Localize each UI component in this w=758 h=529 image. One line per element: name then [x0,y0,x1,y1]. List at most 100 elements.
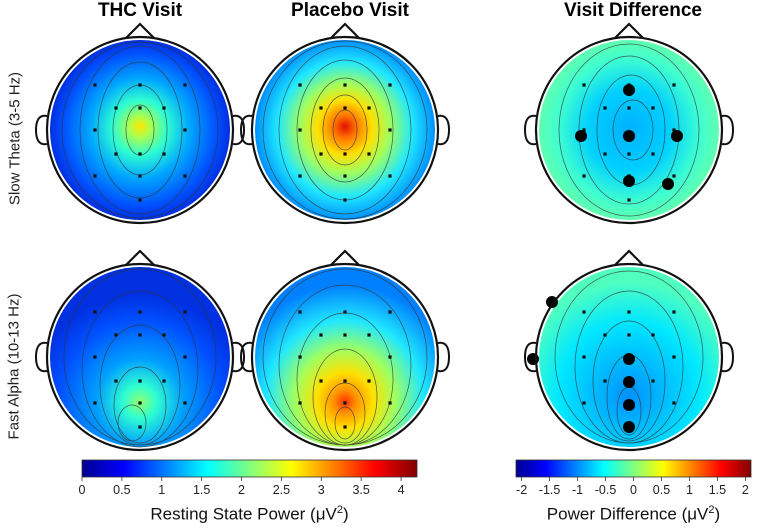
electrode-marker [93,310,97,314]
electrode-marker [388,174,392,178]
electrode-marker [183,128,187,132]
colorbar-tick-label: 3.5 [352,483,369,497]
colorbar-tick-label: 2 [742,483,749,497]
electrode-marker [367,106,371,110]
electrode-marker [582,174,586,178]
electrode-marker [672,174,676,178]
electrode-marker [298,83,302,87]
colorbar-tick-label: 0.5 [113,483,130,497]
electrode-marker [93,401,97,405]
electrode-marker [93,128,97,132]
electrode-marker [138,198,142,202]
electrode-marker [367,379,371,383]
electrode-marker [672,310,676,314]
electrode-marker [138,333,142,337]
electrode-marker [183,310,187,314]
electrode-marker [582,355,586,359]
electrode-marker [162,379,166,383]
topomap-theta-difference [523,22,735,225]
column-title-thc: THC Visit [97,0,183,21]
topomap-alpha-thc [34,249,246,452]
electrode-marker [388,355,392,359]
electrode-marker [367,152,371,156]
electrode-marker [298,310,302,314]
colorbar-power-label: Resting State Power (μV2) [150,504,349,524]
electrode-marker [162,333,166,337]
colorbar-tick-label: 1 [686,483,693,497]
electrode-marker [672,83,676,87]
electrode-marker [114,152,118,156]
electrode-marker [298,174,302,178]
electrode-marker [298,401,302,405]
colorbar-tick-label: 2.5 [273,483,290,497]
electrode-marker [319,106,323,110]
topomap-theta-thc [34,22,246,225]
significant-electrodes-theta [575,84,683,190]
electrode-marker [388,128,392,132]
electrode-marker [138,379,142,383]
electrode-marker [343,174,347,178]
topomap-alpha-difference [523,249,735,452]
topomap-alpha-placebo [239,249,451,452]
electrode-marker [651,152,655,156]
electrode-marker [603,333,607,337]
electrode-marker [93,355,97,359]
electrode-marker [183,174,187,178]
electrode-marker [138,106,142,110]
electrode-marker [343,106,347,110]
electrode-marker [138,310,142,314]
electrode-marker [627,152,631,156]
electrode-marker [319,379,323,383]
electrode-marker [319,152,323,156]
electrode-marker [93,83,97,87]
electrode-marker [93,174,97,178]
colorbar-tick-label: 0 [630,483,637,497]
column-title-placebo: Placebo Visit [291,0,409,21]
electrode-marker [627,310,631,314]
electrode-marker [162,106,166,110]
electrode-marker [343,425,347,429]
colorbar-tick-label: -1 [572,483,583,497]
electrode-marker [582,128,586,132]
electrode-marker [388,310,392,314]
electrode-marker [319,333,323,337]
electrode-marker [603,106,607,110]
electrode-marker [627,106,631,110]
column-title-difference: Visit Difference [564,0,702,21]
electrode-marker [672,128,676,132]
electrode-marker [603,379,607,383]
electrode-marker [582,83,586,87]
colorbar-tick-label: 0.5 [653,483,670,497]
electrode-marker [388,401,392,405]
electrode-marker [343,152,347,156]
electrode-marker [343,401,347,405]
colorbar-tick-label: 3 [318,483,325,497]
electrode-marker [367,333,371,337]
electrode-marker [603,152,607,156]
electrode-marker [388,83,392,87]
colorbar-tick-label: 0 [79,483,86,497]
electrode-marker [651,379,655,383]
electrode-marker [138,425,142,429]
colorbar-tick-label: 1.5 [193,483,210,497]
electrode-marker [343,310,347,314]
colorbar-tick-label: 2 [238,483,245,497]
electrode-marker [183,355,187,359]
electrode-marker [114,333,118,337]
electrode-marker [582,401,586,405]
electrode-marker [114,106,118,110]
electrode-marker [138,174,142,178]
electrode-marker [298,128,302,132]
electrode-marker [343,198,347,202]
electrode-marker [114,379,118,383]
electrode-marker [183,83,187,87]
colorbar-tick-label: 1.5 [709,483,726,497]
electrode-marker [627,198,631,202]
colorbar-tick-label: -1.5 [539,483,561,497]
colorbar-tick-label: 4 [398,483,405,497]
electrode-marker [651,333,655,337]
electrode-marker [138,152,142,156]
electrode-marker [138,83,142,87]
colorbar-tick-label: 1 [158,483,165,497]
